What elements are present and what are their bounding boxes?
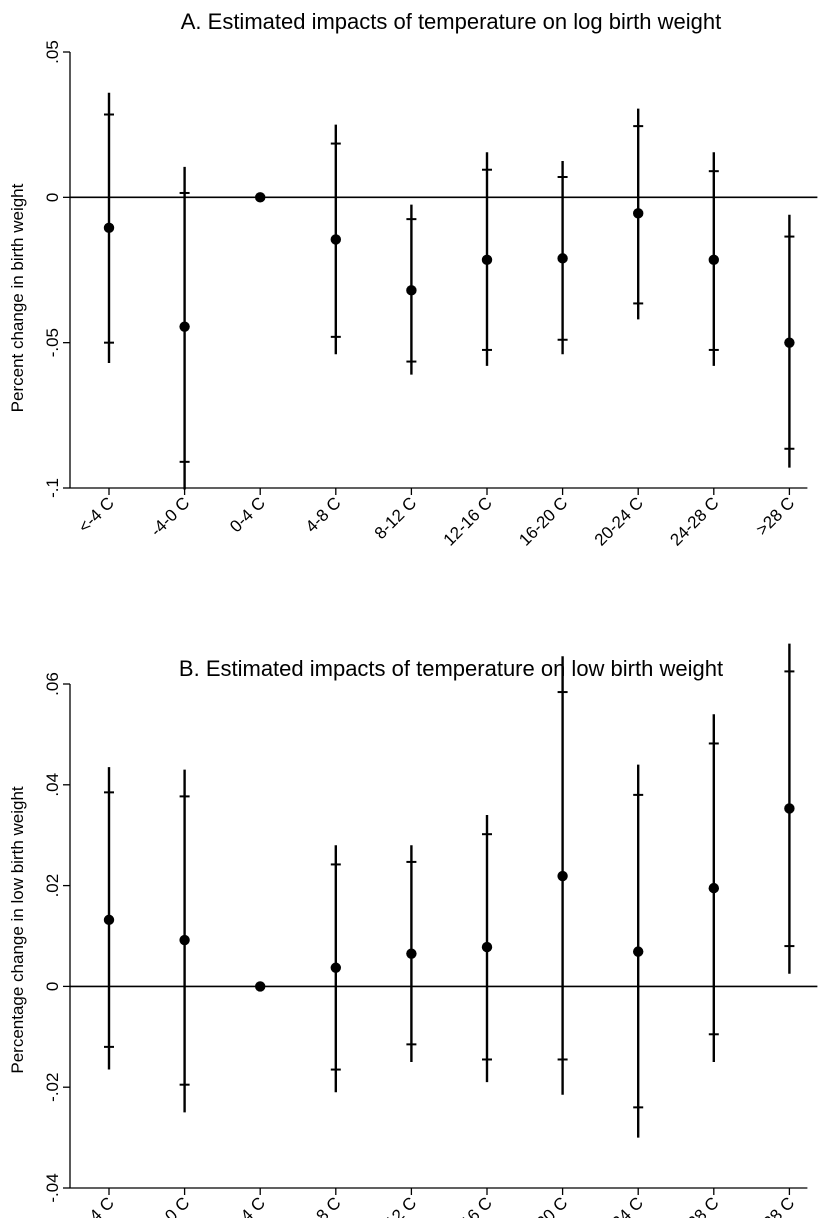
x-tick-label: 4-8 C	[302, 493, 345, 536]
y-axis-label: Percentage change in low birth weight	[8, 786, 27, 1074]
y-tick-label: -.05	[43, 328, 62, 357]
x-tick-label: <-4 C	[75, 1193, 118, 1218]
point-estimate	[708, 254, 719, 266]
chart-title: A. Estimated impacts of temperature on l…	[181, 9, 721, 34]
y-tick-label: .02	[43, 874, 62, 898]
x-tick-label: 4-8 C	[302, 1193, 345, 1218]
point-estimate	[255, 192, 266, 203]
x-tick-label: 24-28 C	[666, 1193, 722, 1218]
x-tick-label: 8-12 C	[371, 1193, 421, 1218]
point-estimate	[330, 234, 341, 245]
x-tick-label: 0-4 C	[226, 493, 269, 536]
x-tick-label: 12-16 C	[440, 493, 496, 549]
y-axis-label: Percent change in birth weight	[8, 183, 27, 412]
point-estimate	[406, 948, 417, 959]
point-estimate	[481, 941, 493, 953]
point-estimate	[179, 321, 190, 332]
y-tick-label: 0	[43, 193, 62, 202]
chart-panel-b: B. Estimated impacts of temperature on l…	[8, 643, 818, 1218]
point-estimate	[784, 337, 795, 348]
point-estimate	[406, 285, 417, 296]
point-estimate	[330, 962, 341, 973]
point-estimate	[103, 222, 115, 234]
x-tick-label: 20-24 C	[591, 1193, 647, 1218]
y-tick-label: 0	[43, 982, 62, 991]
point-estimate	[179, 934, 190, 946]
point-estimate	[633, 946, 644, 957]
x-tick-label: 0-4 C	[226, 1193, 269, 1218]
point-estimate	[557, 253, 568, 264]
point-estimate	[481, 254, 493, 266]
point-estimate	[557, 870, 568, 882]
y-tick-label: .04	[43, 773, 62, 797]
x-tick-label: 24-28 C	[666, 493, 722, 549]
x-tick-label: -4-0 C	[147, 493, 194, 540]
y-tick-label: -.04	[43, 1173, 62, 1202]
x-tick-label: <-4 C	[75, 493, 118, 536]
point-estimate	[633, 208, 644, 219]
x-tick-label: 8-12 C	[371, 493, 421, 543]
y-tick-label: .06	[43, 672, 62, 696]
y-tick-label: .05	[43, 40, 62, 64]
point-estimate	[103, 914, 115, 926]
point-estimate	[708, 882, 719, 894]
x-tick-label: >28 C	[752, 493, 798, 539]
chart-panel-a: A. Estimated impacts of temperature on l…	[8, 9, 818, 550]
x-tick-label: -4-0 C	[147, 1193, 194, 1218]
x-tick-label: 16-20 C	[515, 1193, 571, 1218]
x-tick-label: >28 C	[752, 1193, 798, 1218]
x-tick-label: 16-20 C	[515, 493, 571, 549]
y-tick-label: -.1	[43, 478, 62, 498]
chart-title: B. Estimated impacts of temperature on l…	[179, 656, 723, 681]
point-estimate	[784, 803, 795, 814]
y-tick-label: -.02	[43, 1073, 62, 1102]
x-tick-label: 12-16 C	[440, 1193, 496, 1218]
point-estimate	[255, 981, 266, 992]
x-tick-label: 20-24 C	[591, 493, 647, 549]
